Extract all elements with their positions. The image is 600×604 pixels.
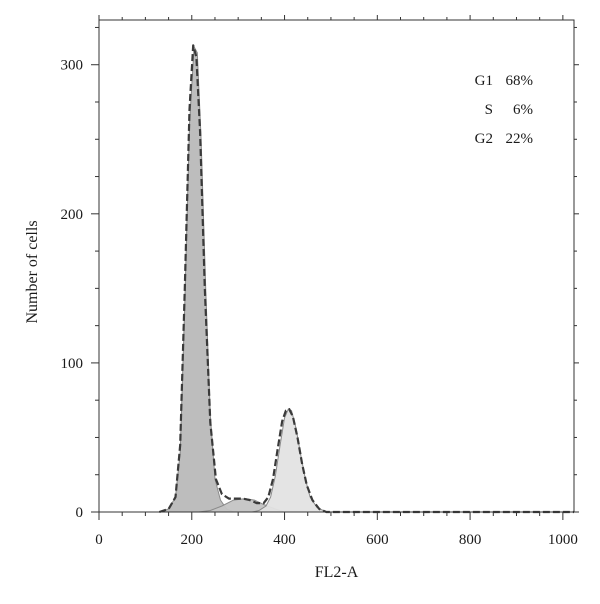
- y-tick-label-100: 100: [61, 356, 84, 372]
- series-fill-0: [159, 44, 234, 513]
- y-tick-label-0: 0: [76, 505, 84, 521]
- axes-layer: 0 200 400 600 800 1000 0 100 200 300 FL2-A Number o…: [24, 15, 579, 581]
- x-tick-label-200: 200: [181, 532, 204, 548]
- annotation-value-g2: 22%: [506, 131, 534, 147]
- annotation-label-g2: G2: [475, 131, 493, 147]
- x-tick-label-800: 800: [459, 532, 482, 548]
- histogram-line: [158, 44, 574, 514]
- x-tick-label-1000: 1000: [548, 532, 578, 548]
- y-tick-label-300: 300: [61, 58, 84, 74]
- plot-frame: [98, 19, 575, 513]
- series-fill-2: [251, 408, 334, 513]
- x-tick-label-400: 400: [273, 532, 296, 548]
- y-axis-label: Number of cells: [24, 220, 41, 323]
- y-tick-label-200: 200: [61, 207, 84, 223]
- x-tick-label-0: 0: [95, 532, 103, 548]
- annotation-label-s: S: [485, 102, 493, 118]
- x-axis-label: FL2-A: [315, 564, 359, 581]
- annotations-layer: G1 68% S 6% G2 22%: [475, 73, 533, 147]
- line-layer: [158, 44, 574, 514]
- annotation-value-s: 6%: [513, 102, 533, 118]
- x-tick-label-600: 600: [366, 532, 389, 548]
- annotation-label-g1: G1: [475, 73, 493, 89]
- annotation-value-g1: 68%: [506, 73, 534, 89]
